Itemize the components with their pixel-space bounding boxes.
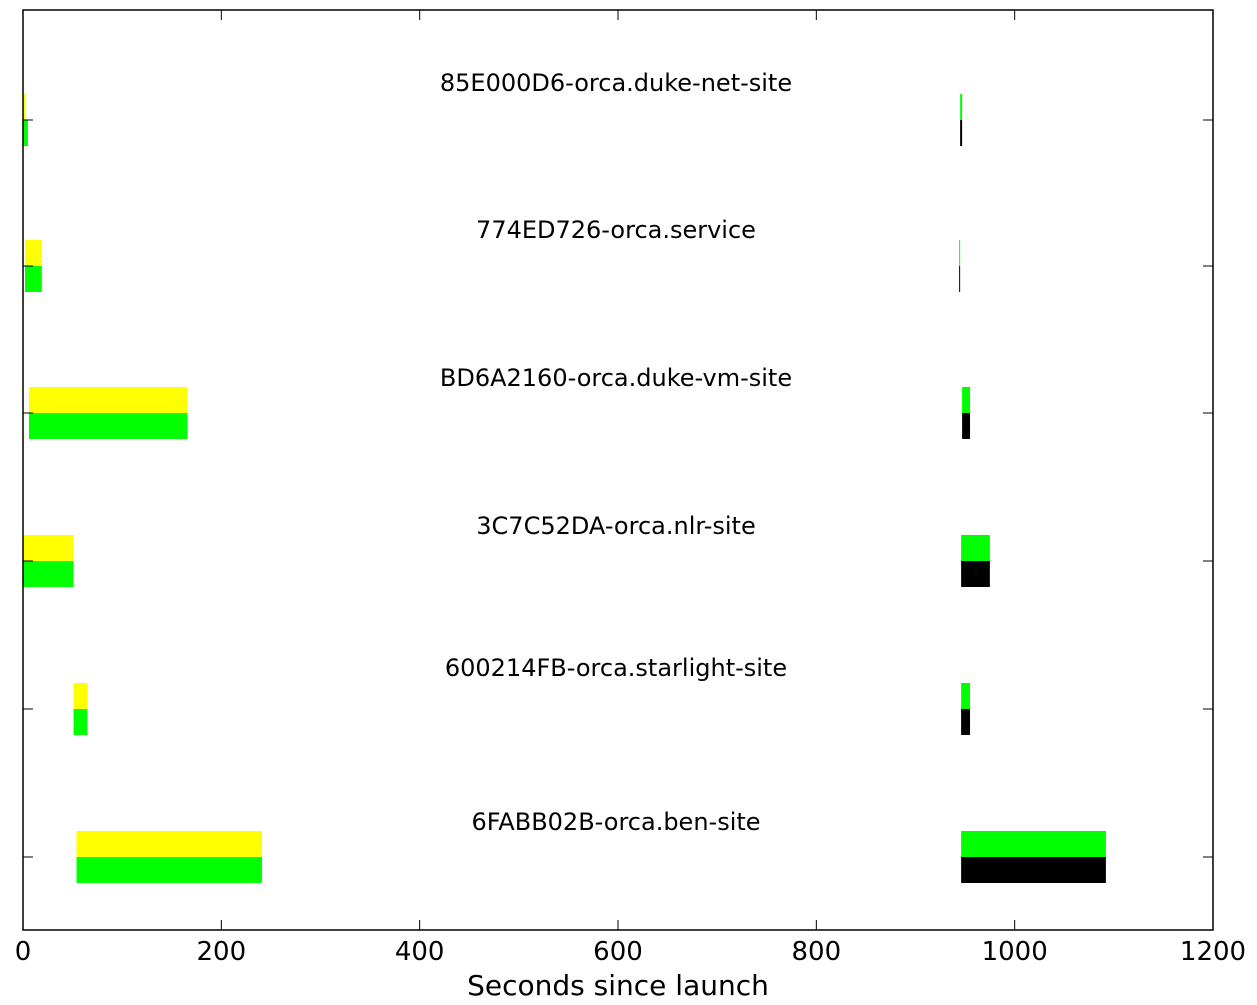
bar-lower [23, 561, 74, 587]
bar-right-upper [961, 831, 1106, 857]
x-tick-label: 1000 [982, 937, 1048, 967]
bar-right-lower [960, 120, 963, 146]
x-axis-title: Seconds since launch [467, 969, 769, 1002]
bar-lower [76, 857, 262, 883]
bar-right-lower [961, 857, 1106, 883]
row-label: 600214FB-orca.starlight-site [445, 654, 787, 682]
row-label: 3C7C52DA-orca.nlr-site [476, 512, 755, 540]
ticks-layer: 0 200 400 600 800 1000 1200 [15, 10, 1246, 967]
bar-right-upper [962, 387, 971, 413]
bar-right-upper [959, 240, 961, 266]
plot-background [23, 10, 1213, 930]
bar-right-upper [961, 535, 990, 561]
bar-upper [23, 94, 26, 120]
bars-layer [23, 94, 1106, 883]
bar-upper [76, 831, 262, 857]
bar-right-lower [961, 561, 990, 587]
bar-right-lower [959, 266, 961, 292]
bar-right-lower [961, 709, 971, 735]
bar-upper [24, 240, 42, 266]
bar-right-upper [960, 94, 963, 120]
x-tick-label: 400 [395, 937, 445, 967]
x-tick-label: 0 [15, 937, 32, 967]
x-tick-label: 1200 [1180, 937, 1246, 967]
bar-upper [73, 683, 88, 709]
row-label: 85E000D6-orca.duke-net-site [440, 69, 792, 97]
x-tick-label: 600 [593, 937, 643, 967]
bar-lower [24, 266, 42, 292]
bar-lower [23, 120, 28, 146]
bar-upper [28, 387, 188, 413]
plot-frame [22, 9, 1214, 931]
bar-lower [28, 413, 188, 439]
row-label: 774ED726-orca.service [476, 216, 756, 244]
x-tick-label: 200 [197, 937, 247, 967]
bar-right-lower [962, 413, 971, 439]
bar-lower [73, 709, 88, 735]
bar-upper [23, 535, 74, 561]
x-tick-label: 800 [792, 937, 842, 967]
row-label: BD6A2160-orca.duke-vm-site [440, 364, 792, 392]
row-labels-layer: 85E000D6-orca.duke-net-site 774ED726-orca… [440, 69, 792, 836]
bar-right-upper [961, 683, 971, 709]
row-label: 6FABB02B-orca.ben-site [471, 808, 760, 836]
